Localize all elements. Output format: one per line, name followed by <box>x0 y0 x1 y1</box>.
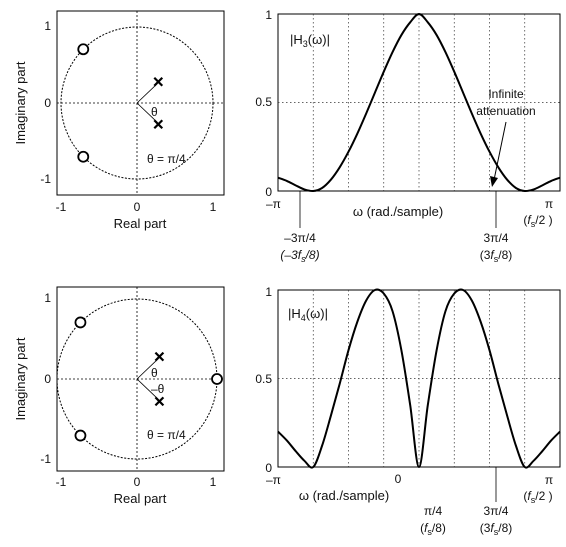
grid <box>278 14 560 191</box>
y-axis-label: Imaginary part <box>13 61 28 144</box>
angle-lines <box>136 358 159 400</box>
zero-marker <box>77 43 90 56</box>
pole-zero-plot-bottom: -1 0 1 1 0 -1 Real part Imaginary part θ… <box>13 286 225 506</box>
x-tick-label: 0 <box>395 472 402 486</box>
x-tick-label: (3fs/8) <box>480 521 513 537</box>
angle-line <box>136 358 159 380</box>
x-tick-label: (3fs/8) <box>480 248 513 264</box>
y-tick-label: 0 <box>265 461 272 475</box>
zero-marker <box>77 150 90 163</box>
y-tick-label: 0.5 <box>255 95 272 109</box>
theta-annotation: θ = π/4 <box>147 152 186 166</box>
y-tick-label: -1 <box>40 172 51 186</box>
theta-label: θ <box>151 366 158 380</box>
x-tick-label: 0 <box>134 200 141 214</box>
y-axis-label: Imaginary part <box>13 337 28 420</box>
y-tick-label: 0 <box>44 96 51 110</box>
x-tick-label: (fs/2 ) <box>523 213 552 229</box>
angle-line <box>136 102 158 123</box>
angle-lines <box>136 83 158 123</box>
pole-marker <box>154 351 165 362</box>
angle-line <box>136 83 158 104</box>
x-tick-label: π <box>545 473 553 487</box>
y-tick-label: 0 <box>44 372 51 386</box>
y-tick-label: 1 <box>265 285 272 299</box>
magnitude-title: |H4(ω)| <box>288 306 328 323</box>
x-axis-label: ω (rad./sample) <box>299 488 389 503</box>
x-tick-label: 3π/4 <box>484 504 509 518</box>
y-tick-label: 0.5 <box>255 372 272 386</box>
unit-circle <box>60 26 214 180</box>
magnitude-title: |H3(ω)| <box>290 32 330 49</box>
x-tick-label: 3π/4 <box>484 231 509 245</box>
x-tick-label: (fs/2 ) <box>523 489 552 505</box>
neg-theta-label: –θ <box>151 382 165 396</box>
annotation-line-2: attenuation <box>476 104 535 118</box>
magnitude-curve <box>277 288 561 469</box>
x-tick-label: 0 <box>134 475 141 489</box>
y-tick-label: -1 <box>40 452 51 466</box>
magnitude-plot-bottom: 0 0.5 1 |H4(ω)| –π 0 ω (rad./sample) π/4… <box>255 285 561 537</box>
x-tick-label: –π <box>266 197 281 211</box>
x-axis-label: ω (rad./sample) <box>353 204 443 219</box>
x-tick-label: π <box>545 197 553 211</box>
x-tick-label: –3π/4 <box>284 231 316 245</box>
x-tick-label: (–3fs/8) <box>280 248 319 264</box>
theta-label: θ <box>151 105 158 119</box>
y-tick-label: 1 <box>44 291 51 305</box>
y-tick-label: 0 <box>265 185 272 199</box>
markers <box>77 43 164 163</box>
annotation-line-1: Infinite <box>488 87 524 101</box>
zero-marker <box>211 373 223 385</box>
pole-marker <box>154 396 165 407</box>
magnitude-plot-top: 0 0.5 1 |H3(ω)| –π –3π/4 (–3fs/8) ω (rad… <box>255 8 561 264</box>
y-tick-label: 1 <box>265 8 272 22</box>
zero-marker <box>74 429 87 442</box>
pole-zero-plot-top: -1 0 1 1 0 -1 Real part Imaginary part θ… <box>13 10 225 231</box>
x-tick-label: 1 <box>210 200 217 214</box>
pole-marker <box>153 119 164 130</box>
x-axis-label: Real part <box>114 491 167 506</box>
x-tick-label: -1 <box>56 200 67 214</box>
annotation-arrow <box>493 121 507 181</box>
pole-marker <box>153 76 164 87</box>
x-tick-label: –π <box>266 473 281 487</box>
grid <box>278 290 560 467</box>
theta-annotation: θ = π/4 <box>147 428 186 442</box>
x-axis-label: Real part <box>114 216 167 231</box>
x-tick-label: 1 <box>210 475 217 489</box>
x-tick-label: π/4 <box>424 504 443 518</box>
zero-marker <box>74 316 87 329</box>
x-tick-label: -1 <box>56 475 67 489</box>
angle-line <box>136 378 159 400</box>
magnitude-curve <box>277 12 561 193</box>
markers <box>74 316 223 442</box>
y-tick-label: 1 <box>44 19 51 33</box>
x-tick-label: (fs/8) <box>420 521 446 537</box>
annotation-arrowhead <box>490 176 498 187</box>
